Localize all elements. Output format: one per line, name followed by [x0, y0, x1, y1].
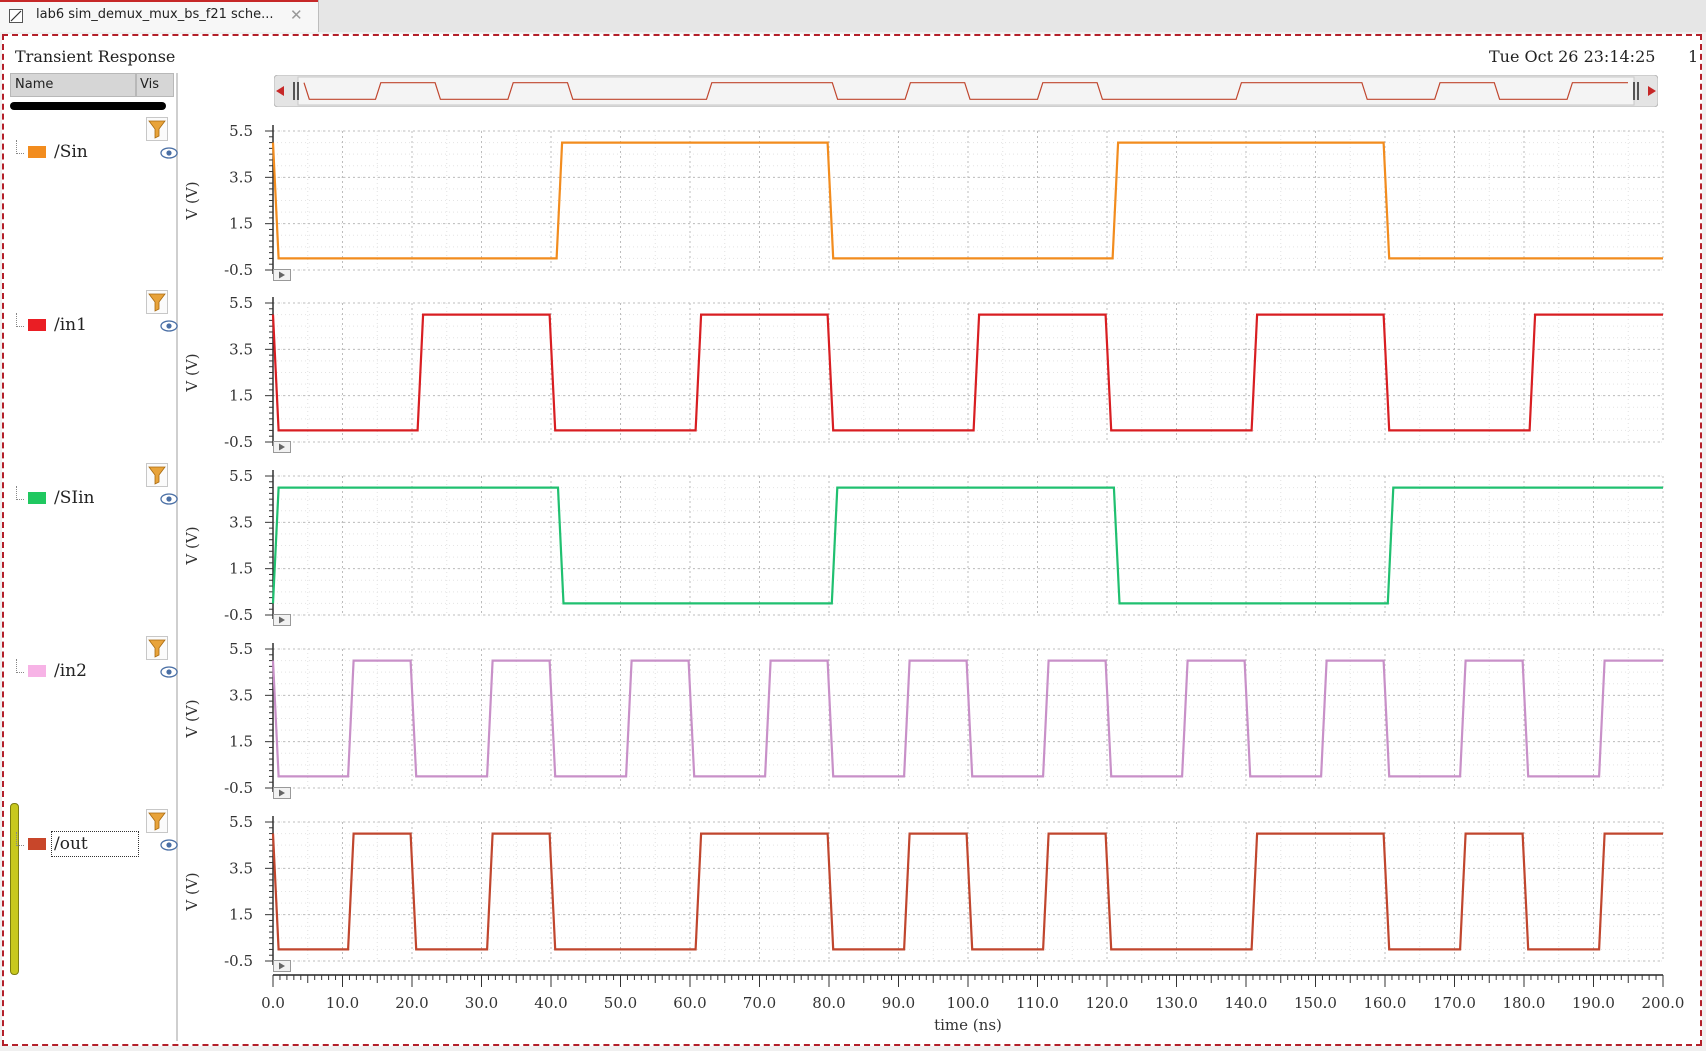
play-icon[interactable]: [273, 957, 291, 972]
selection-bar: [10, 803, 19, 975]
signal-row-in2[interactable]: /in2: [16, 659, 178, 685]
column-header-name[interactable]: Name: [10, 73, 136, 97]
signal-color-swatch: [28, 146, 46, 158]
tree-connector: [16, 486, 24, 500]
tree-connector: [16, 313, 24, 327]
tab-title: lab6 sim_demux_mux_bs_f21 sche...: [36, 7, 274, 22]
timestamp: Tue Oct 26 23:14:25: [1489, 47, 1656, 66]
eye-icon[interactable]: [160, 839, 178, 851]
list-scrollbar[interactable]: [10, 102, 166, 110]
signal-name: /in2: [54, 661, 87, 681]
funnel-icon[interactable]: [146, 117, 168, 141]
view-title: Transient Response: [15, 47, 176, 66]
eye-icon[interactable]: [160, 493, 178, 505]
signal-name: /Sin: [54, 142, 88, 162]
signal-color-swatch: [28, 319, 46, 331]
signal-color-swatch: [28, 492, 46, 504]
signal-name: /SIin: [54, 488, 95, 508]
play-icon[interactable]: [273, 266, 291, 281]
funnel-icon[interactable]: [146, 636, 168, 660]
tab-bar: lab6 sim_demux_mux_bs_f21 sche... ✕: [0, 0, 1706, 32]
signal-color-swatch: [28, 665, 46, 677]
eye-icon[interactable]: [160, 320, 178, 332]
signal-row-out[interactable]: /out: [16, 831, 178, 858]
funnel-icon[interactable]: [146, 809, 168, 833]
overview-strip[interactable]: [274, 75, 1658, 107]
signal-row-sin[interactable]: /Sin: [16, 140, 178, 166]
signal-name: /out: [54, 834, 88, 854]
signal-row-slin[interactable]: /SIin: [16, 486, 178, 512]
tree-connector: [16, 140, 24, 154]
document-tab[interactable]: lab6 sim_demux_mux_bs_f21 sche... ✕: [0, 0, 319, 32]
signal-color-swatch: [28, 838, 46, 850]
schematic-tab-icon: [9, 9, 23, 23]
funnel-icon[interactable]: [146, 290, 168, 314]
tree-connector: [16, 832, 24, 846]
play-icon[interactable]: [273, 611, 291, 626]
funnel-icon[interactable]: [146, 463, 168, 487]
play-icon[interactable]: [273, 784, 291, 799]
close-icon[interactable]: ✕: [290, 6, 303, 24]
signal-name: /in1: [54, 315, 87, 335]
signal-list-panel: [8, 73, 178, 1041]
tab-accent-line: [0, 0, 318, 2]
waveform-window: [2, 34, 1702, 1046]
play-icon[interactable]: [273, 438, 291, 453]
signal-row-in1[interactable]: /in1: [16, 313, 178, 339]
overview-waveform: [303, 82, 1628, 100]
cut-off-text: 1: [1688, 47, 1699, 66]
eye-icon[interactable]: [160, 666, 178, 678]
column-header-vis[interactable]: Vis: [136, 73, 174, 97]
tree-connector: [16, 659, 24, 673]
eye-icon[interactable]: [160, 147, 178, 159]
name-edit-box[interactable]: [51, 831, 139, 857]
